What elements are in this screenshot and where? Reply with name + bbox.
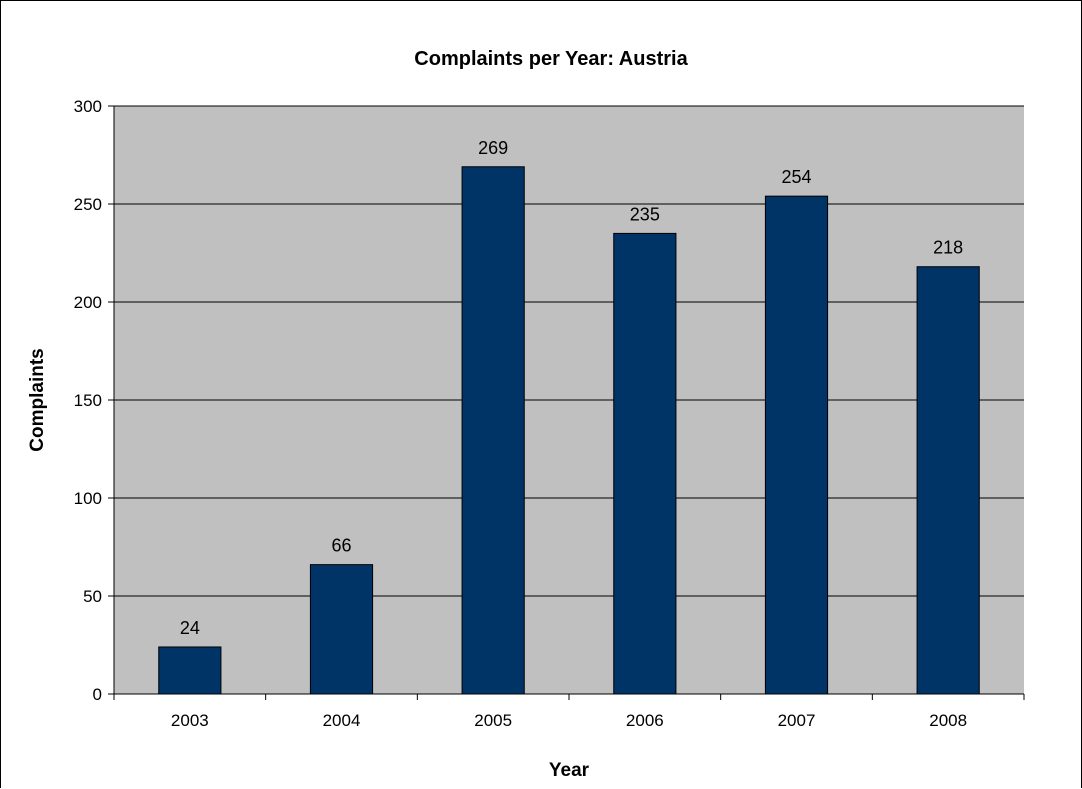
x-tick-label: 2006 <box>626 711 664 730</box>
y-axis-title: Complaints <box>27 348 48 451</box>
data-label: 254 <box>781 167 811 187</box>
y-tick-label: 150 <box>74 391 102 410</box>
x-tick-label: 2008 <box>929 711 967 730</box>
y-tick-label: 100 <box>74 489 102 508</box>
plot-area: 0 50 100 150 200 250 300 24 2003 66 2004 269 2005 235… <box>74 97 1025 730</box>
chart-title: Complaints per Year: Austria <box>414 48 688 70</box>
x-tick-label: 2004 <box>323 711 361 730</box>
bar-2003 <box>158 646 222 695</box>
y-tick-label: 0 <box>93 685 102 704</box>
bar-2005 <box>461 166 525 695</box>
data-label: 218 <box>933 238 963 258</box>
bar-2008 <box>916 266 980 695</box>
y-tick-label: 200 <box>74 293 102 312</box>
data-label: 269 <box>478 138 508 158</box>
bar-2004 <box>309 564 374 695</box>
bar-2006 <box>613 232 677 695</box>
data-label: 66 <box>331 536 351 556</box>
x-tick-label: 2005 <box>474 711 512 730</box>
y-tick-label: 300 <box>74 97 102 116</box>
x-tick-label: 2007 <box>778 711 816 730</box>
y-tick-label: 50 <box>83 587 102 606</box>
data-label: 235 <box>630 204 660 224</box>
x-tick-label: 2003 <box>171 711 209 730</box>
data-label: 24 <box>180 618 200 638</box>
bar-2007 <box>764 195 829 695</box>
x-axis-title: Year <box>549 760 590 781</box>
y-tick-label: 250 <box>74 195 102 214</box>
